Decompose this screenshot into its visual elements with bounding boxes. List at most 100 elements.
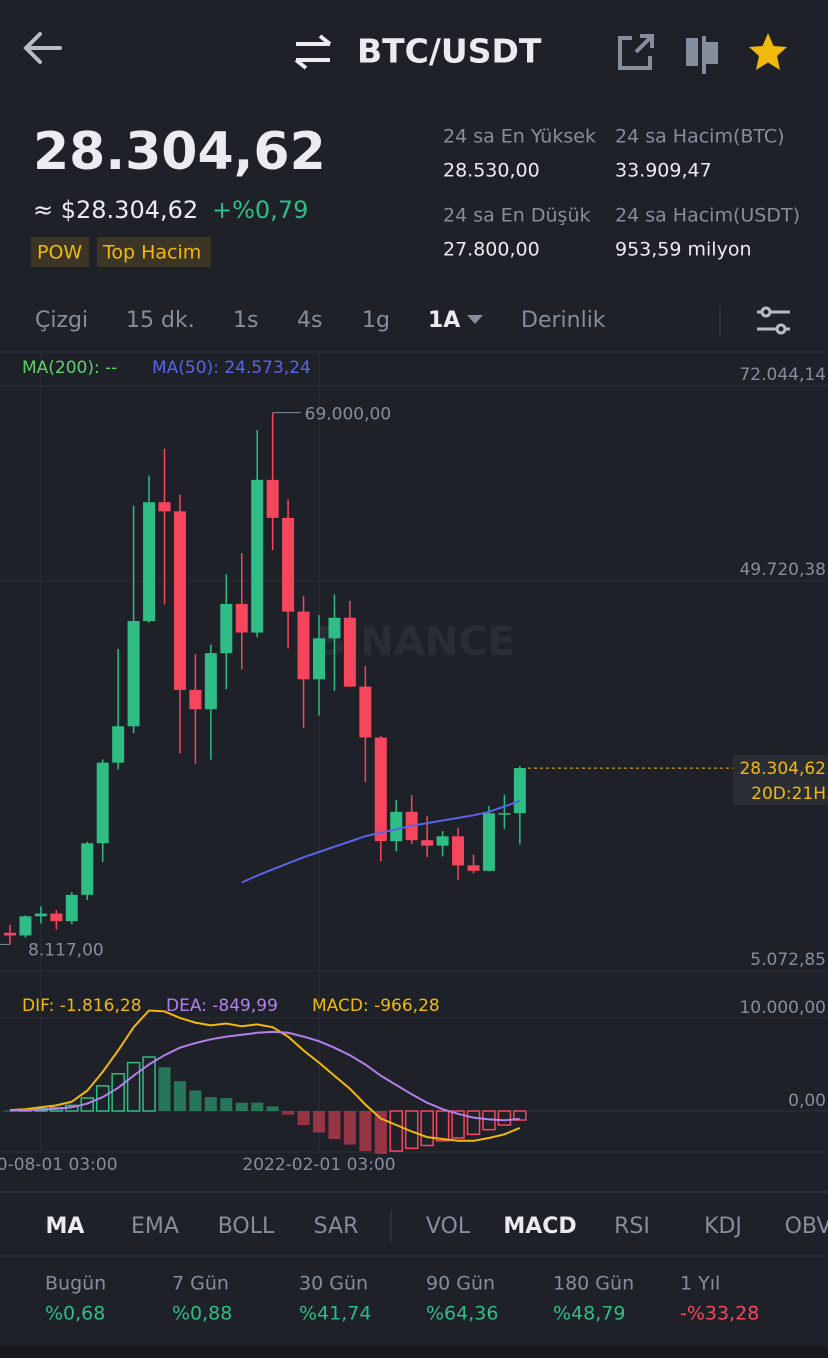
ma-legend: MA(200): -- — [22, 358, 117, 378]
stat-value: 33.909,47 — [615, 160, 712, 182]
share-shape — [618, 34, 654, 70]
performance-value: %0,68 — [45, 1303, 105, 1325]
macd-legend: MACD: -966,28 — [312, 996, 440, 1016]
usd-price: ≈ $28.304,62 — [33, 196, 198, 224]
candle-body — [467, 865, 480, 871]
interval-tab[interactable]: 15 dk. — [126, 308, 195, 333]
y-tick-label: 0,00 — [788, 1091, 826, 1111]
macd-line — [9, 1009, 521, 1142]
low-label: 8.117,00 — [28, 940, 104, 960]
interval-tab[interactable]: 1g — [362, 308, 390, 333]
swap-icon[interactable] — [294, 34, 332, 70]
candle-body — [81, 843, 94, 895]
ma-line — [241, 799, 521, 884]
candle-body — [513, 768, 526, 814]
y-tick-label: 49.720,38 — [739, 560, 826, 580]
back-button[interactable] — [23, 32, 62, 64]
indicator-tab[interactable]: MACD — [503, 1214, 576, 1239]
indicator-tab[interactable]: EMA — [131, 1214, 179, 1239]
candle-body — [390, 811, 403, 842]
y-tick-label: 10.000,00 — [739, 998, 826, 1018]
candle-icon-mid — [702, 36, 706, 74]
macd-line — [9, 1030, 520, 1122]
candle-body — [266, 479, 279, 518]
macd-bar — [313, 1111, 325, 1133]
macd-bar — [466, 1110, 481, 1136]
indicator-tab[interactable]: OBV — [785, 1214, 828, 1239]
dropdown-arrow — [467, 315, 483, 324]
candle-body — [112, 726, 125, 763]
tag-bg — [97, 237, 211, 267]
favorite-star[interactable] — [749, 33, 787, 70]
back-arrow — [23, 32, 62, 64]
macd-bar — [4, 1110, 16, 1112]
macd-bar — [95, 1085, 110, 1112]
candle-body — [343, 617, 356, 687]
candle-icon[interactable] — [686, 36, 718, 74]
stat-label: 24 sa En Yüksek — [443, 126, 596, 148]
bottom-bar — [0, 1346, 828, 1358]
macd-bar — [142, 1056, 156, 1112]
interval-tab[interactable]: 4s — [297, 308, 322, 333]
macd-bar — [343, 1111, 356, 1145]
stat-label: 24 sa Hacim(BTC) — [615, 126, 785, 148]
candle-body — [297, 611, 310, 680]
interval-tab[interactable]: Çizgi — [35, 308, 88, 333]
stat-label: 24 sa En Düşük — [443, 205, 591, 227]
macd-bar — [189, 1090, 202, 1112]
macd-bar — [235, 1102, 248, 1112]
candle-body — [452, 836, 465, 866]
candle-body — [313, 638, 325, 680]
interval-tab[interactable]: 1s — [233, 308, 258, 333]
share-icon[interactable] — [618, 34, 654, 70]
tag: Top Hacim — [102, 242, 201, 264]
performance-value: %48,79 — [553, 1303, 625, 1325]
performance-label: 180 Gün — [553, 1273, 634, 1295]
indicator-tab[interactable]: BOLL — [218, 1214, 275, 1239]
macd-bar — [420, 1110, 434, 1147]
candle-body — [359, 686, 372, 738]
stat-value: 28.530,00 — [443, 160, 540, 182]
price-change: +%0,79 — [212, 196, 308, 224]
y-tick-label: 72.044,14 — [739, 365, 826, 385]
ma-legend: MA(50): 24.573,24 — [152, 358, 311, 378]
macd-bar — [158, 1067, 171, 1112]
macd-legend: DEA: -849,99 — [166, 996, 278, 1016]
macd-bar — [297, 1111, 310, 1125]
pair-title: BTC/USDT — [357, 32, 542, 71]
macd-bar — [374, 1111, 387, 1154]
candle-body — [235, 603, 248, 633]
candle-body — [189, 689, 202, 710]
macd-bar — [513, 1110, 527, 1121]
candle-body — [143, 502, 156, 622]
macd-bar — [282, 1111, 295, 1115]
macd-bar — [359, 1111, 372, 1152]
interval-tab[interactable]: Derinlik — [521, 308, 606, 333]
interval-tab[interactable]: 1A — [428, 308, 460, 333]
knob — [760, 306, 772, 318]
swap-arrows — [294, 34, 332, 70]
candle-body — [19, 916, 32, 936]
candle-body — [158, 502, 171, 512]
indicator-tab[interactable]: VOL — [426, 1214, 471, 1239]
indicator-tab[interactable]: RSI — [614, 1214, 650, 1239]
indicator-tab[interactable]: SAR — [314, 1214, 359, 1239]
candle-body — [173, 511, 186, 690]
performance-value: -%33,28 — [680, 1303, 759, 1325]
candle-body — [498, 813, 511, 815]
high-label: 69.000,00 — [305, 405, 392, 425]
macd-bar — [126, 1061, 141, 1112]
macd-legend: DIF: -1.816,28 — [22, 996, 142, 1016]
macd-bar — [389, 1110, 403, 1152]
indicator-tab[interactable]: KDJ — [704, 1214, 742, 1239]
macd-bar — [173, 1081, 186, 1112]
indicator-tab[interactable]: MA — [46, 1214, 85, 1239]
candle-icon-left — [686, 38, 698, 66]
candle-body — [127, 621, 140, 727]
candle-body — [204, 653, 217, 710]
macd-bar — [328, 1111, 341, 1139]
macd-bar — [251, 1102, 264, 1112]
settings-icon[interactable] — [757, 306, 790, 335]
candle-body — [328, 617, 341, 639]
